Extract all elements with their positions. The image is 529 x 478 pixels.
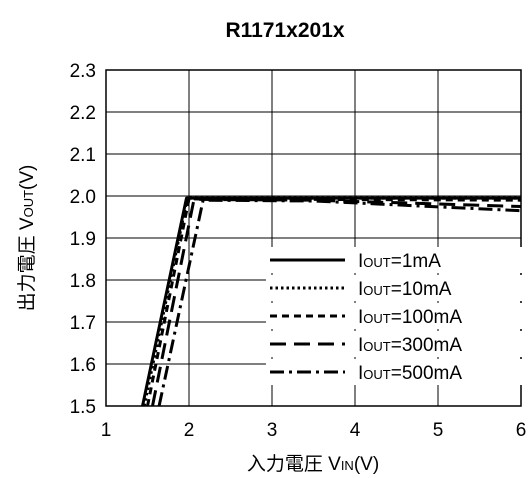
legend-label-main-4: I <box>358 363 363 384</box>
x-tick-label-5: 5 <box>433 420 444 441</box>
y-tick-label-1.5: 1.5 <box>70 397 96 418</box>
y-tick-label-2.1: 2.1 <box>70 145 96 166</box>
x-tick-label-3: 3 <box>267 420 278 441</box>
y-tick-label-2.2: 2.2 <box>70 103 96 124</box>
legend-label-sub-2: OUT <box>363 311 391 326</box>
y-tick-label-1.8: 1.8 <box>70 271 96 292</box>
legend-label-main-2: I <box>358 307 363 328</box>
y-axis-label-main: 出力電圧 V <box>16 217 38 311</box>
x-axis-label-main: 入力電圧 V <box>247 453 341 475</box>
legend-label-main-1: I <box>358 279 363 300</box>
x-tick-label-4: 4 <box>350 420 361 441</box>
legend-label-rest-3: =300mA <box>391 335 463 356</box>
legend-label-0: IOUT=1mA <box>358 251 441 272</box>
legend-label-sub-0: OUT <box>363 255 391 270</box>
legend-label-2: IOUT=100mA <box>358 307 462 328</box>
series-line-100mA <box>146 197 521 406</box>
x-tick-label-2: 2 <box>184 420 195 441</box>
series-line-10mA <box>142 196 521 406</box>
legend-label-sub-1: OUT <box>363 283 391 298</box>
y-tick-label-2.0: 2.0 <box>70 187 96 208</box>
legend-label-3: IOUT=300mA <box>358 335 462 356</box>
legend-label-rest-1: =10mA <box>391 279 452 300</box>
legend-label-sub-3: OUT <box>363 339 391 354</box>
y-tick-label-2.3: 2.3 <box>70 61 96 82</box>
series-group <box>141 196 521 406</box>
y-axis-label: 出力電圧 VOUT(V) <box>16 165 38 312</box>
series-line-300mA <box>151 197 521 406</box>
legend-label-1: IOUT=10mA <box>358 279 452 300</box>
series-line-500mA <box>157 198 521 406</box>
y-tick-label-1.9: 1.9 <box>70 229 96 250</box>
legend: IOUT=1mAIOUT=10mAIOUT=100mAIOUT=300mAIOU… <box>266 247 522 385</box>
plot-frame <box>105 69 522 407</box>
legend-label-main-0: I <box>358 251 363 272</box>
legend-label-sub-4: OUT <box>363 367 391 382</box>
legend-label-rest-4: =500mA <box>391 363 463 384</box>
y-axis-label-unit: (V) <box>17 165 38 190</box>
x-axis-label-unit: (V) <box>354 454 379 475</box>
x-axis-label: 入力電圧 VIN(V) <box>247 453 379 475</box>
chart-title: R1171x201x <box>225 19 344 42</box>
x-axis-label-sub: IN <box>341 458 354 473</box>
x-tick-label-1: 1 <box>101 420 112 441</box>
y-tick-label-1.6: 1.6 <box>70 355 96 376</box>
y-axis-label-sub: OUT <box>21 190 36 218</box>
legend-label-rest-2: =100mA <box>391 307 463 328</box>
legend-label-4: IOUT=500mA <box>358 363 462 384</box>
legend-label-main-3: I <box>358 335 363 356</box>
y-tick-label-1.7: 1.7 <box>70 313 96 334</box>
x-tick-label-6: 6 <box>516 420 527 441</box>
plot-area: 1 2 3 4 5 6 1.5 1.6 1.7 1.8 1.9 2.0 2.1 2.2 2.3 <box>70 61 527 441</box>
legend-label-rest-0: =1mA <box>391 251 441 272</box>
